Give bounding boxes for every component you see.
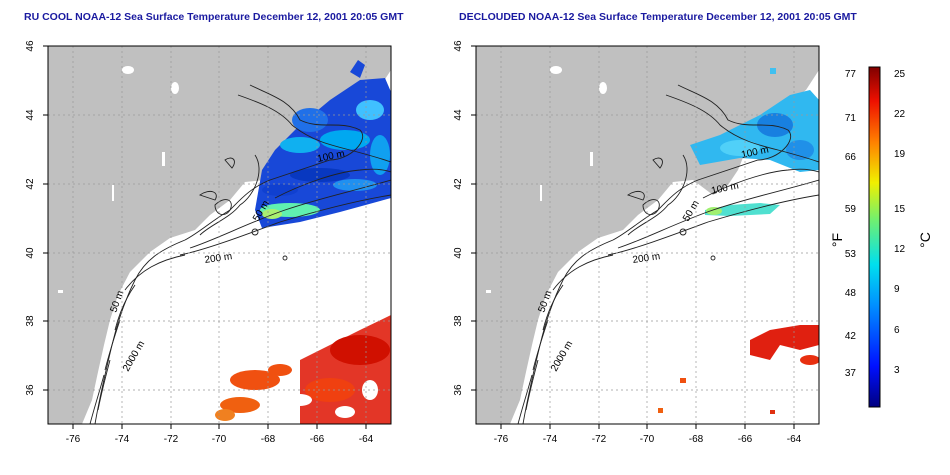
colorbar-fahrenheit-label: °F [829,233,845,247]
colorbar-f-tick: 66 [845,152,857,163]
left-lon-tick-label: -70 [212,434,227,445]
left-lon-tick-label: -64 [359,434,374,445]
left-grid [48,46,391,424]
colorbar-c-tick: 6 [894,325,900,336]
left-lat-tick-label: 42 [25,178,36,190]
left-lon-tick-labels: -76 -74 -72 -70 -68 -66 -64 [66,434,374,445]
colorbar-c-tick: 12 [894,244,906,255]
right-lat-tick-label: 38 [453,315,464,327]
colorbar-celsius-label: °C [917,232,933,248]
right-lat-tick-label: 46 [453,40,464,52]
left-lon-tick-label: -66 [310,434,325,445]
right-bathymetry-contours [517,84,819,424]
right-sst-warm [658,325,819,414]
right-lat-tick-label: 42 [453,178,464,190]
colorbar: 77 71 66 59 53 48 42 37 25 22 19 15 12 9… [829,66,933,408]
colorbar-f-tick: 42 [845,331,857,342]
right-lat-tick-label: 40 [453,247,464,259]
right-lon-tick-label: -66 [738,434,753,445]
left-sst-warm [215,315,391,424]
right-lon-tick-label: -76 [494,434,509,445]
left-lat-tick-label: 38 [25,315,36,327]
colorbar-c-tick: 9 [894,284,900,295]
right-lon-tick-label: -72 [592,434,607,445]
colorbar-f-tick: 71 [845,113,857,124]
colorbar-f-tick: 77 [845,69,857,80]
left-map-title: RU COOL NOAA-12 Sea Surface Temperature … [24,11,404,23]
colorbar-c-tick: 19 [894,149,906,160]
right-sst-cold [690,68,819,216]
right-grid [476,46,819,424]
left-lat-tick-label: 46 [25,40,36,52]
left-axis-ticks [43,45,367,429]
colorbar-c-tick: 15 [894,204,906,215]
colorbar-c-tick: 22 [894,109,906,120]
colorbar-fahrenheit-ticks: 77 71 66 59 53 48 42 37 [845,69,857,379]
left-sst-cold [255,60,391,228]
left-lat-tick-label: 44 [25,109,36,121]
left-lat-tick-label: 36 [25,384,36,396]
right-lon-tick-label: -68 [689,434,704,445]
colorbar-gradient [868,66,881,408]
right-lon-tick-label: -64 [787,434,802,445]
colorbar-f-tick: 59 [845,204,857,215]
left-lon-tick-label: -76 [66,434,81,445]
left-contour-label-200m: 200 m [204,251,233,266]
right-map: 100 m 100 m 50 m 200 m 50 m 2000 m [453,40,820,445]
left-lon-tick-label: -68 [261,434,276,445]
colorbar-f-tick: 37 [845,368,857,379]
right-lat-tick-label: 44 [453,109,464,121]
left-lakes [58,66,179,293]
left-lat-tick-label: 40 [25,247,36,259]
left-bathymetry-contours [89,84,391,424]
right-map-title: DECLOUDED NOAA-12 Sea Surface Temperatur… [459,11,857,23]
colorbar-celsius-ticks: 25 22 19 15 12 9 6 3 [894,69,906,376]
right-lon-tick-label: -70 [640,434,655,445]
colorbar-f-tick: 48 [845,288,857,299]
right-contour-label-200m: 200 m [632,251,661,266]
right-lon-tick-label: -74 [543,434,558,445]
left-map: 100 m 50 m 200 m 50 m 2000 m [25,40,392,445]
colorbar-c-tick: 3 [894,365,900,376]
right-lon-tick-labels: -76 -74 -72 -70 -68 -66 -64 [494,434,802,445]
left-lat-tick-labels: 46 44 42 40 38 36 [25,40,36,396]
right-lat-tick-label: 36 [453,384,464,396]
left-lon-tick-label: -72 [164,434,179,445]
right-lakes [486,66,607,293]
colorbar-c-tick: 25 [894,69,906,80]
right-axis-ticks [471,45,795,429]
left-lon-tick-label: -74 [115,434,130,445]
right-lat-tick-labels: 46 44 42 40 38 36 [453,40,464,396]
colorbar-f-tick: 53 [845,249,857,260]
